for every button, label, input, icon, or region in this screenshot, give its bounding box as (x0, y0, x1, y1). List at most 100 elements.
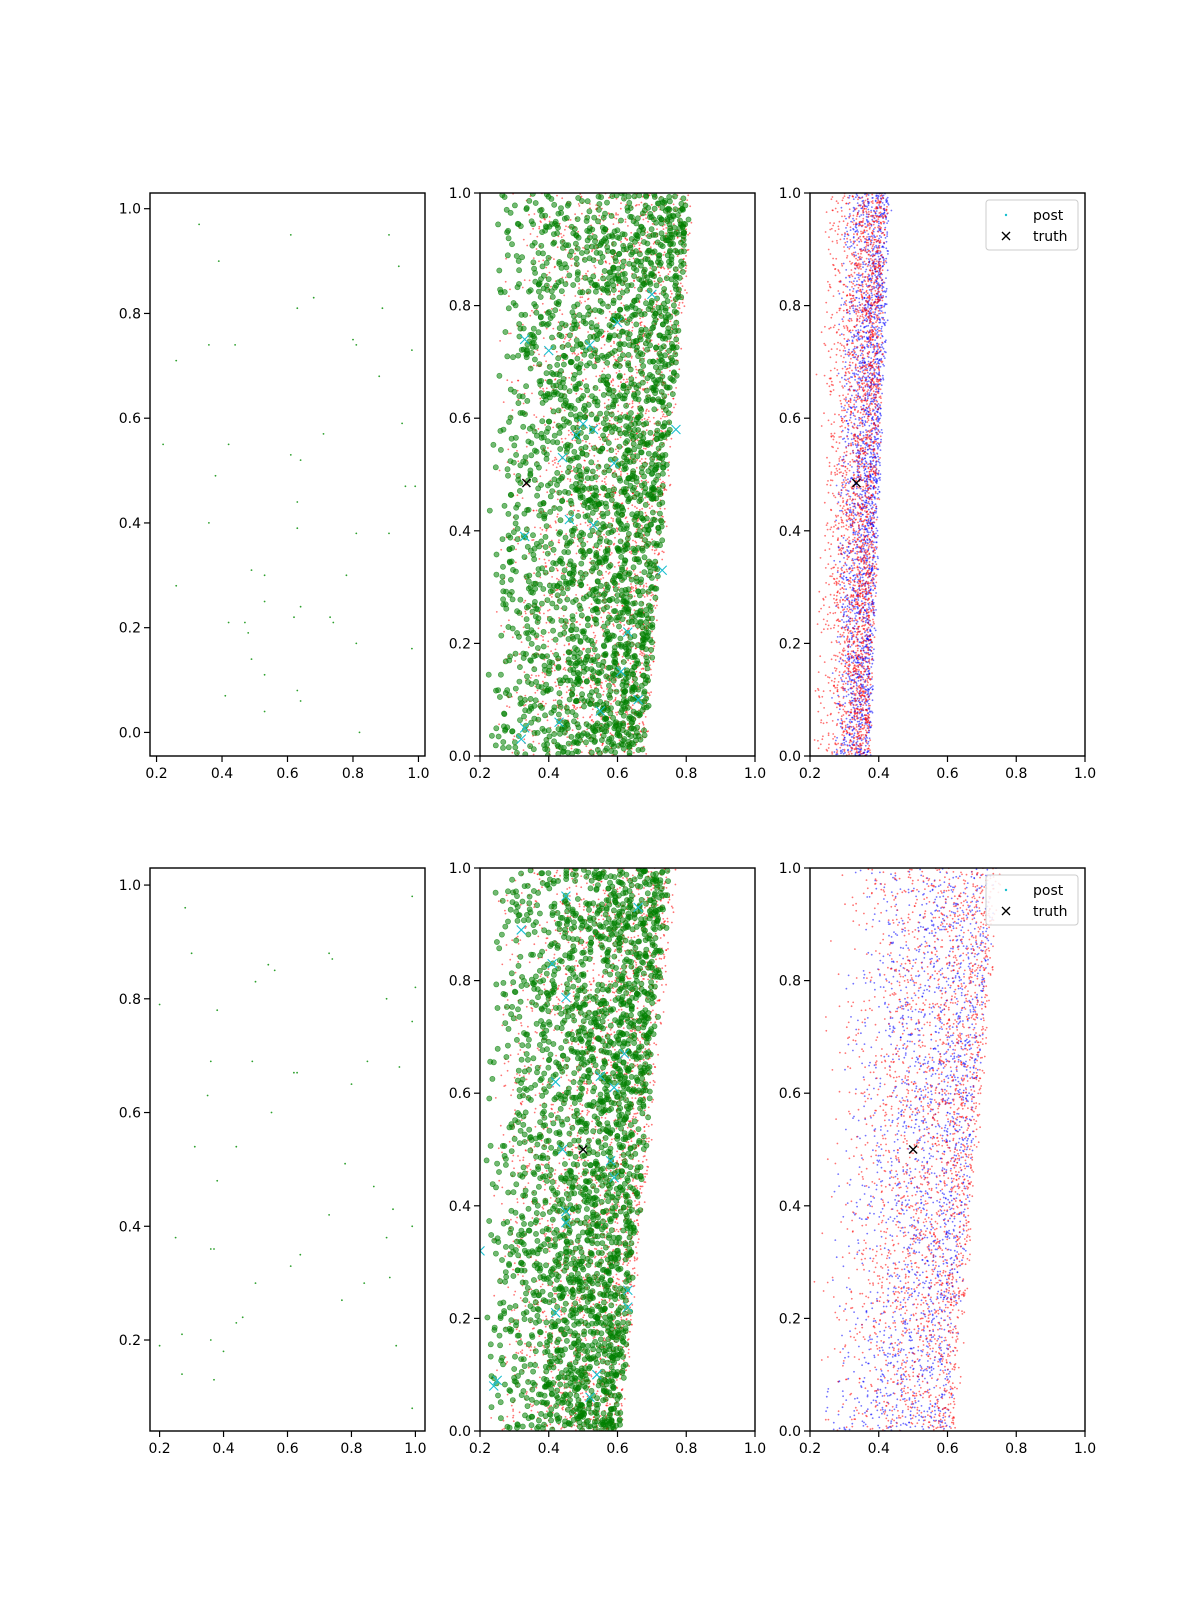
point (517, 542, 519, 545)
point (646, 233, 653, 240)
panel-r1c2: 0.2 0.4 0.6 0.8 1.00.00.20.40.60.81.0 (449, 186, 766, 782)
point (504, 280, 507, 283)
point (651, 517, 658, 523)
point (554, 361, 561, 368)
point (591, 445, 598, 451)
point (645, 582, 648, 585)
point (621, 270, 628, 277)
point (597, 250, 604, 256)
point (570, 282, 577, 288)
point (651, 630, 653, 633)
point (632, 733, 639, 739)
point (502, 658, 509, 665)
point (653, 549, 656, 552)
point (602, 443, 604, 446)
point (574, 721, 581, 727)
point (593, 550, 600, 556)
point (600, 228, 607, 235)
point (566, 272, 573, 279)
point (507, 534, 514, 541)
point (659, 482, 666, 489)
point (523, 671, 526, 673)
point (652, 416, 655, 419)
point (635, 368, 638, 371)
point (584, 504, 591, 511)
point (598, 436, 600, 439)
point (604, 705, 611, 711)
point (558, 541, 561, 544)
point (662, 480, 664, 483)
point (631, 556, 638, 563)
point (560, 352, 567, 359)
point (486, 507, 493, 514)
point (621, 195, 627, 202)
point (591, 646, 598, 653)
point (594, 634, 597, 637)
point (590, 273, 597, 280)
point (618, 533, 620, 536)
point (545, 360, 547, 363)
point (566, 659, 572, 666)
point (576, 524, 578, 527)
point (612, 625, 615, 627)
point (634, 540, 637, 543)
point (647, 607, 654, 614)
point (411, 349, 413, 351)
point (578, 582, 584, 589)
point (560, 416, 567, 422)
point (626, 199, 633, 206)
point (648, 503, 651, 506)
y-tick-label: 0.0 (119, 725, 141, 741)
point (605, 247, 611, 254)
point (506, 379, 509, 382)
point (570, 493, 573, 496)
point (671, 323, 678, 330)
point (655, 486, 662, 493)
point (589, 492, 592, 495)
point (559, 320, 565, 327)
point (296, 689, 299, 692)
point (607, 611, 610, 614)
point (574, 276, 581, 283)
point (632, 311, 639, 318)
point (586, 584, 589, 586)
point (567, 332, 573, 339)
point (635, 686, 642, 693)
point (648, 664, 651, 667)
point (514, 561, 517, 564)
point (661, 393, 668, 399)
point (661, 558, 664, 561)
point (619, 207, 622, 210)
point (355, 344, 358, 346)
point (598, 549, 601, 551)
point (577, 203, 580, 205)
point (616, 250, 623, 257)
point (544, 676, 546, 678)
point (570, 375, 577, 382)
point (670, 240, 676, 247)
point (523, 738, 526, 741)
point (615, 518, 622, 525)
point (624, 237, 627, 240)
point (566, 464, 573, 471)
point (624, 359, 626, 362)
point (618, 564, 620, 567)
point (546, 719, 549, 722)
point (630, 684, 637, 691)
point (635, 670, 638, 673)
point (563, 214, 570, 221)
point (599, 285, 606, 292)
point (582, 466, 585, 469)
point (636, 443, 643, 450)
point (571, 318, 578, 325)
point (654, 295, 660, 302)
point (540, 320, 547, 327)
point (614, 358, 616, 361)
point (576, 717, 579, 720)
point (625, 516, 628, 519)
point (550, 596, 553, 598)
point (612, 520, 614, 522)
point (639, 746, 646, 753)
point (571, 258, 574, 260)
point (522, 454, 529, 460)
